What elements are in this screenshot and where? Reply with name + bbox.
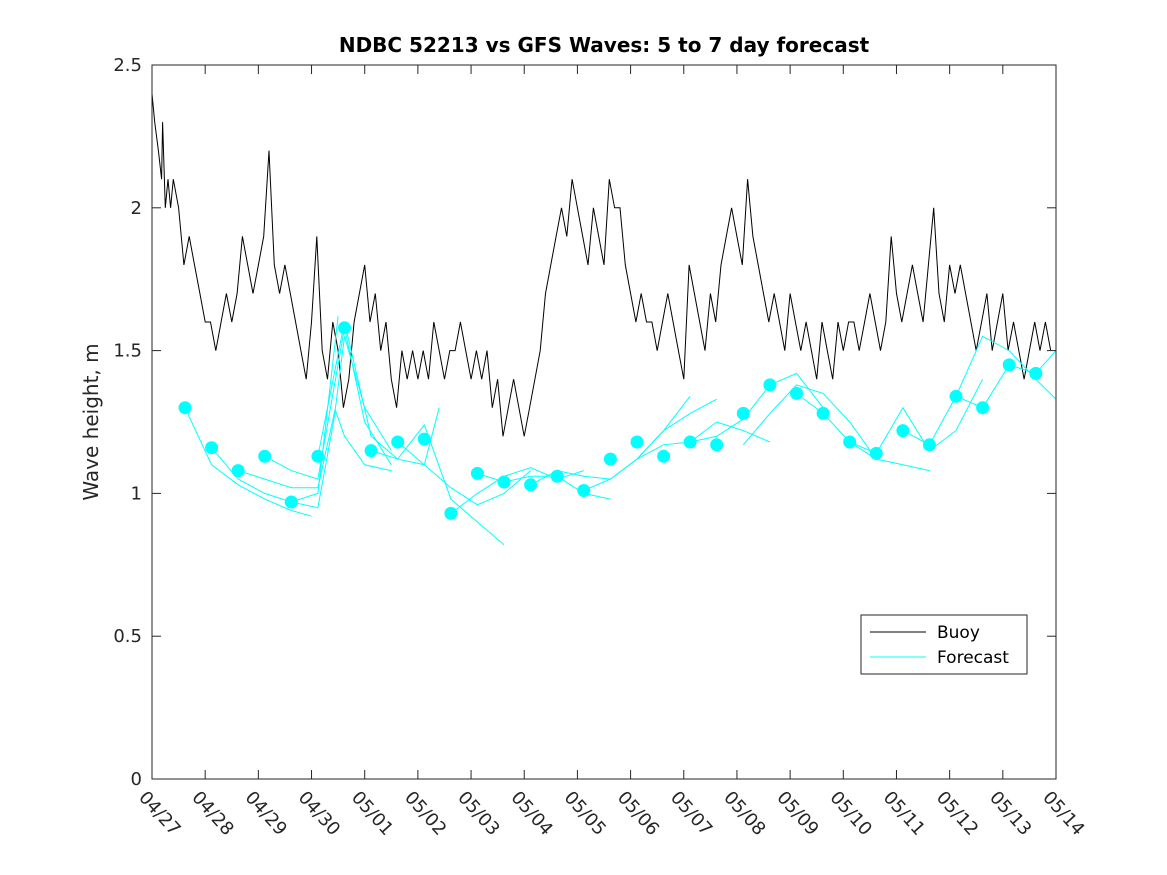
forecast-run-line-11	[583, 398, 717, 491]
forecast-marker-29	[949, 389, 963, 403]
buoy-series-line	[151, 93, 1052, 437]
legend: Buoy Forecast	[860, 614, 1028, 675]
forecast-marker-12	[497, 475, 511, 489]
forecast-marker-19	[683, 435, 697, 449]
forecast-marker-32	[1029, 366, 1043, 380]
forecast-run-line-5	[317, 321, 440, 466]
forecast-marker-10	[444, 506, 458, 520]
y-tick-label-1: 0.5	[113, 626, 142, 647]
forecast-marker-0	[178, 401, 192, 415]
forecast-marker-11	[470, 466, 484, 480]
forecast-marker-22	[763, 378, 777, 392]
legend-box	[860, 614, 1028, 675]
forecast-marker-8	[391, 435, 405, 449]
forecast-marker-14	[550, 469, 564, 483]
axes-box	[151, 64, 1057, 780]
y-tick-label-5: 2.5	[113, 55, 142, 76]
forecast-marker-28	[922, 438, 936, 452]
legend-forecast-label: Forecast	[937, 648, 1009, 668]
forecast-marker-26	[869, 446, 883, 460]
forecast-marker-30	[976, 401, 990, 415]
forecast-run-line-18	[955, 335, 1057, 400]
forecast-marker-20	[710, 438, 724, 452]
forecast-marker-9	[417, 432, 431, 446]
forecast-marker-6	[338, 321, 351, 335]
forecast-marker-16	[603, 452, 617, 466]
forecast-run-line-6	[370, 423, 505, 546]
y-axis-label: Wave height, m	[79, 343, 103, 500]
forecast-marker-1	[205, 441, 219, 455]
forecast-run-line-12	[636, 421, 771, 460]
forecast-marker-5	[311, 449, 325, 463]
forecast-run-line-13	[689, 372, 824, 443]
forecast-run-line-7	[397, 441, 531, 506]
forecast-marker-27	[896, 424, 910, 438]
forecast-marker-17	[630, 435, 644, 449]
chart-title: NDBC 52213 vs GFS Waves: 5 to 7 day fore…	[339, 33, 870, 57]
forecast-run-line-14	[742, 384, 877, 460]
forecast-marker-23	[790, 386, 803, 400]
y-tick-label-0: 0	[131, 769, 142, 790]
forecast-marker-4	[284, 495, 298, 509]
forecast-marker-7	[364, 444, 378, 458]
forecast-marker-31	[1002, 358, 1016, 372]
legend-buoy-label: Buoy	[937, 623, 980, 643]
forecast-marker-3	[258, 449, 272, 463]
forecast-marker-21	[736, 406, 750, 420]
forecast-run-line-3	[264, 327, 392, 480]
y-tick-label-4: 2	[131, 198, 142, 219]
forecast-marker-2	[231, 464, 245, 478]
forecast-run-line-0	[184, 407, 312, 517]
y-tick-label-3: 1.5	[113, 341, 142, 362]
forecast-marker-24	[816, 406, 830, 420]
forecast-marker-18	[657, 449, 671, 463]
forecast-marker-13	[524, 478, 538, 492]
series-layer	[151, 93, 1057, 546]
forecast-run-line-4	[291, 408, 392, 509]
y-tick-label-2: 1	[131, 483, 142, 504]
forecast-marker-15	[577, 484, 591, 497]
forecast-marker-25	[843, 435, 857, 449]
